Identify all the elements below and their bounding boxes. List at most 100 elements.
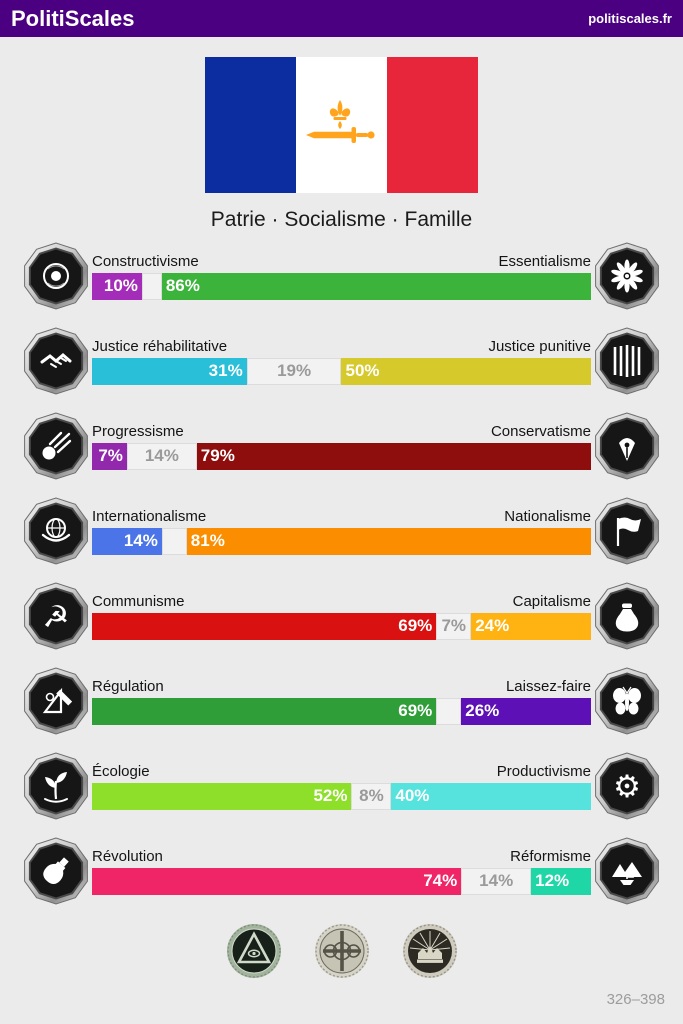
axis-bar: 7% 14% 79%	[92, 442, 591, 470]
axis-left-percent: 31%	[208, 361, 243, 380]
pen-nib-icon	[595, 412, 659, 480]
axis-neutral-percent: 8%	[359, 786, 384, 805]
axis-right-segment: 26%	[461, 697, 591, 725]
handshake-icon	[24, 327, 88, 395]
axis-neutral-segment: 8%	[351, 782, 392, 810]
butterfly-icon	[595, 667, 659, 735]
axis-right-percent: 26%	[465, 701, 500, 720]
hammer-sickle-icon: ☭	[24, 582, 88, 650]
axis-right-percent: 12%	[535, 871, 570, 890]
axis-row: Progressisme Conservatisme 7% 14% 79%	[0, 412, 683, 480]
axis-bar: 14% 81%	[92, 527, 591, 555]
axis-left-percent: 69%	[398, 701, 433, 720]
axis-left-segment: 7%	[92, 442, 127, 470]
axis-right-segment: 24%	[471, 612, 591, 640]
axis-right-label: Productivisme	[496, 762, 591, 780]
measuring-tools-icon	[24, 667, 88, 735]
axis-neutral-segment: 7%	[436, 612, 472, 640]
app-title: PolitiScales	[11, 5, 135, 31]
axis-right-percent: 81%	[190, 531, 225, 550]
axis-neutral-percent: 14%	[479, 871, 514, 890]
globe-wreath-icon	[24, 497, 88, 565]
axis-left-label: Communisme	[92, 592, 185, 610]
axis-right-label: Nationalisme	[504, 507, 591, 525]
boat-landscape-icon	[595, 837, 659, 905]
gear-icon: ⚙	[595, 752, 659, 820]
fleur-de-lis-icon	[306, 100, 375, 143]
axis-neutral-segment	[141, 272, 162, 300]
motto-text: Patrie · Socialisme · Famille	[210, 208, 473, 231]
missionary-cross-coin-badge	[314, 923, 370, 979]
axis-row: Constructivisme Essentialisme 10% 86%	[0, 242, 683, 310]
axis-bar: 52% 8% 40%	[92, 782, 591, 810]
sprout-icon	[24, 752, 88, 820]
axis-neutral-segment	[436, 697, 462, 725]
radiant-crown-coin-badge	[402, 923, 458, 979]
chrysanthemum-icon	[595, 242, 659, 310]
axis-row: Régulation Laissez-faire 69% 26%	[0, 667, 683, 735]
axis-left-segment: 14%	[92, 527, 162, 555]
axis-left-label: Internationalisme	[92, 507, 207, 525]
molotov-icon	[24, 837, 88, 905]
axis-right-segment: 79%	[196, 442, 591, 470]
axis-bar: 74% 14% 12%	[92, 867, 591, 895]
axis-left-label: Régulation	[92, 677, 164, 695]
axis-left-label: Constructivisme	[92, 252, 199, 270]
axis-row: ☭ Communisme Capitalisme 69% 7% 24%	[0, 582, 683, 650]
axis-row: Internationalisme Nationalisme 14% 81%	[0, 497, 683, 565]
axis-neutral-percent: 14%	[144, 446, 179, 465]
axis-right-label: Capitalisme	[512, 592, 591, 610]
french-flag-fleur-sword-image	[205, 57, 478, 193]
sword-icon	[306, 127, 375, 143]
site-link[interactable]: politiscales.fr	[588, 11, 672, 26]
axis-left-segment: 74%	[92, 867, 462, 895]
axis-neutral-segment: 19%	[246, 357, 342, 385]
pyramid-eye-coin-icon	[226, 924, 281, 978]
axis-left-label: Écologie	[92, 762, 150, 780]
axis-right-segment: 86%	[161, 272, 591, 300]
eye-orb-icon	[24, 242, 88, 310]
axis-right-label: Conservatisme	[490, 422, 591, 440]
achievement-badges	[0, 923, 683, 979]
axis-bar: 10% 86%	[92, 272, 591, 300]
axis-row: Justice réhabilitative Justice punitive …	[0, 327, 683, 395]
axis-left-segment: 69%	[92, 612, 437, 640]
axis-right-percent: 24%	[475, 616, 510, 635]
axis-right-percent: 50%	[345, 361, 380, 380]
axis-right-label: Essentialisme	[498, 252, 591, 270]
axis-bar: 31% 19% 50%	[92, 357, 591, 385]
comet-icon	[24, 412, 88, 480]
axis-neutral-segment	[161, 527, 187, 555]
axis-right-percent: 79%	[200, 446, 235, 465]
svg-text:☭: ☭	[43, 600, 70, 635]
axis-left-label: Justice réhabilitative	[92, 337, 228, 355]
score-range: 326–398	[606, 991, 665, 1008]
axis-right-segment: 12%	[531, 867, 591, 895]
axis-right-label: Justice punitive	[488, 337, 591, 355]
axis-left-percent: 69%	[398, 616, 433, 635]
axis-left-label: Révolution	[92, 847, 163, 865]
money-bag-icon	[595, 582, 659, 650]
radiant-crown-coin-icon	[402, 924, 457, 978]
axis-right-label: Laissez-faire	[505, 677, 591, 695]
prison-bars-icon	[595, 327, 659, 395]
svg-text:⚙: ⚙	[613, 769, 641, 805]
axis-right-segment: 40%	[391, 782, 591, 810]
axis-left-percent: 7%	[98, 446, 123, 465]
axis-neutral-segment: 14%	[461, 867, 532, 895]
axis-right-percent: 86%	[165, 276, 200, 295]
axis-bar: 69% 26%	[92, 697, 591, 725]
pyramid-eye-coin-badge	[226, 923, 282, 979]
axis-left-percent: 14%	[123, 531, 158, 550]
axis-row: Écologie Productivisme 52% 8% 40% ⚙	[0, 752, 683, 820]
axis-right-label: Réformisme	[510, 847, 591, 865]
axis-left-segment: 69%	[92, 697, 437, 725]
axis-bar: 69% 7% 24%	[92, 612, 591, 640]
missionary-cross-coin-icon	[314, 924, 369, 978]
axis-right-segment: 81%	[186, 527, 591, 555]
axis-left-segment: 52%	[92, 782, 352, 810]
axis-left-label: Progressisme	[92, 422, 184, 440]
axis-row: Révolution Réformisme 74% 14% 12%	[0, 837, 683, 905]
axis-left-percent: 52%	[313, 786, 348, 805]
axis-neutral-percent: 7%	[441, 616, 467, 635]
